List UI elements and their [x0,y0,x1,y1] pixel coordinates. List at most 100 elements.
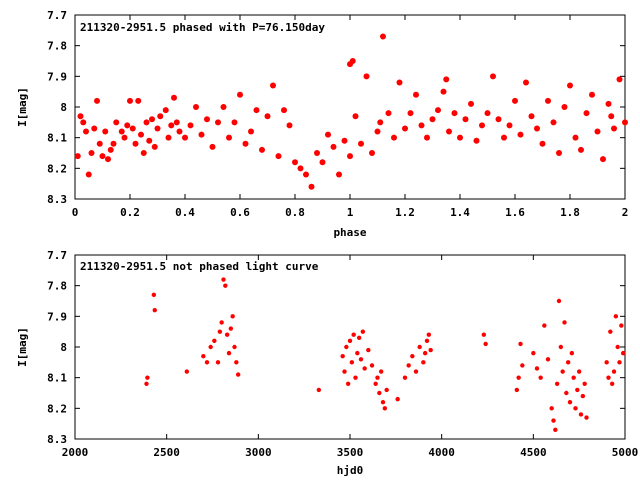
data-point [242,140,249,147]
data-point [402,125,408,132]
data-point [154,125,161,132]
data-point [531,350,536,356]
data-point [417,344,422,350]
x-tick-label: 5000 [612,446,639,459]
data-point [575,387,580,393]
data-point [613,314,619,319]
data-point [374,128,381,135]
data-point [330,143,337,150]
data-point [622,119,628,126]
x-tick-label: 1.6 [505,206,525,219]
data-point [264,113,271,120]
data-point [424,134,430,141]
data-point [358,357,364,362]
x-tick-label: 0.4 [175,206,195,219]
data-point [556,298,562,304]
data-point [217,329,223,334]
data-point [395,396,400,402]
data-point [145,375,150,380]
data-point [369,150,375,156]
data-point [565,360,571,365]
data-point [554,381,560,386]
data-point [567,82,573,89]
data-point [83,128,89,135]
x-tick-label: 1.8 [560,206,580,219]
data-point [611,125,617,132]
data-point [506,122,513,129]
x-axis-label: hjd0 [337,464,364,477]
data-point [224,332,230,337]
data-point [553,427,558,432]
data-point [609,381,615,386]
data-points [144,277,626,432]
data-point [297,165,304,172]
y-tick-label: 7.8 [47,280,67,293]
data-point [619,323,624,328]
data-point [375,375,380,380]
data-point [560,369,565,374]
data-point [567,400,573,405]
data-point [362,366,367,371]
data-point [184,369,190,374]
y-tick-label: 8.3 [47,433,67,446]
y-tick-label: 7.9 [47,310,67,323]
data-point [608,329,613,334]
plot-area-frame [74,254,626,440]
x-tick-label: 1 [347,206,354,219]
data-point [406,363,411,368]
data-point [377,119,384,126]
data-point [193,104,199,110]
data-point [424,338,430,344]
data-point [451,110,458,117]
y-tick-label: 7.8 [47,40,67,53]
x-tick-label: 2 [622,206,629,219]
data-point [366,347,371,353]
data-point [569,350,575,356]
data-point [124,122,131,129]
data-point [545,97,551,104]
data-point [512,97,518,104]
data-point [426,332,432,337]
y-tick-label: 8.2 [47,162,67,175]
data-point [421,360,426,365]
phased-panel: 0 0.2 0.4 0.6 0.8 1 1.2 1.4 1.6 1.8 2 7.7 7.8 7.9 8 8.… [16,9,628,239]
x-ticks: 2000 2500 3000 3500 4000 4500 5000 [62,255,639,459]
data-point [85,171,92,178]
data-point [220,104,227,110]
data-point [443,76,450,83]
data-point [378,369,384,374]
data-point [223,283,228,288]
data-point [582,381,587,386]
data-point [308,183,315,190]
data-point [149,116,155,123]
data-point [102,128,109,135]
data-point [74,153,81,160]
data-point [538,375,543,380]
data-point [373,381,378,386]
data-point [292,159,298,166]
data-point [620,350,626,356]
data-point [77,113,84,120]
data-point [132,140,139,147]
data-point [96,140,103,147]
data-point [550,119,557,126]
y-ticks: 7.7 7.8 7.9 8 8.1 8.2 8.3 [47,249,625,446]
data-point [377,390,382,396]
data-point [573,406,578,411]
data-point [369,363,375,368]
data-point [483,341,488,347]
data-point [549,406,554,411]
data-point [325,131,331,138]
data-point [336,171,342,178]
data-point [349,360,355,365]
data-point [380,33,386,40]
data-point [347,153,353,160]
data-point [594,128,601,135]
data-point [539,140,546,147]
data-point [157,113,164,120]
x-ticks: 0 0.2 0.4 0.6 0.8 1 1.2 1.4 1.6 1.8 2 [72,15,629,219]
chart-title: 211320-2951.5 not phased light curve [80,260,319,273]
data-point [230,314,235,319]
data-point [226,134,232,141]
data-point [151,143,158,150]
